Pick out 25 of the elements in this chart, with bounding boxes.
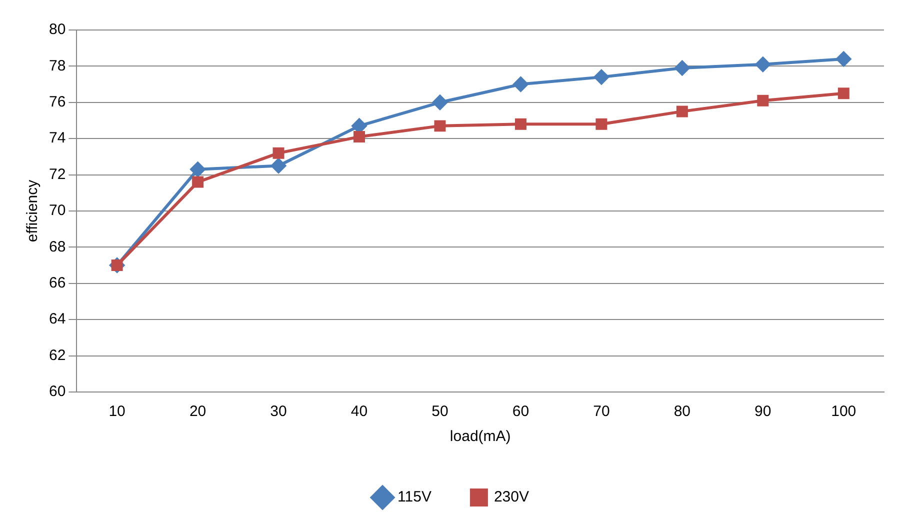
y-tick-label: 66 [48, 274, 66, 292]
x-tick-label: 80 [674, 403, 691, 420]
x-tick-label: 50 [432, 403, 448, 420]
x-tick-label: 90 [754, 403, 772, 420]
x-tick-label: 10 [108, 403, 126, 420]
x-axis-title: load(mA) [450, 428, 511, 446]
y-tick-label: 68 [48, 238, 66, 256]
y-tick-label: 80 [48, 21, 66, 38]
y-tick-label: 74 [48, 130, 66, 147]
x-tick-label: 30 [270, 403, 287, 420]
x-tick-label: 40 [350, 403, 368, 420]
x-tick-label: 100 [831, 403, 856, 420]
y-tick-label: 64 [48, 310, 66, 328]
legend-label: 115V [398, 488, 432, 506]
x-tick-label: 20 [189, 403, 206, 420]
y-tick-label: 76 [48, 94, 66, 111]
x-tick-label: 70 [593, 403, 610, 420]
y-tick-label: 62 [48, 346, 66, 364]
y-tick-label: 72 [48, 166, 66, 183]
y-tick-label: 60 [48, 383, 66, 400]
x-tick-label: 60 [512, 403, 530, 420]
y-tick-label: 70 [48, 202, 66, 220]
y-tick-label: 78 [48, 57, 66, 74]
y-axis-title: efficiency [24, 179, 42, 242]
legend-label: 230V [494, 488, 529, 506]
